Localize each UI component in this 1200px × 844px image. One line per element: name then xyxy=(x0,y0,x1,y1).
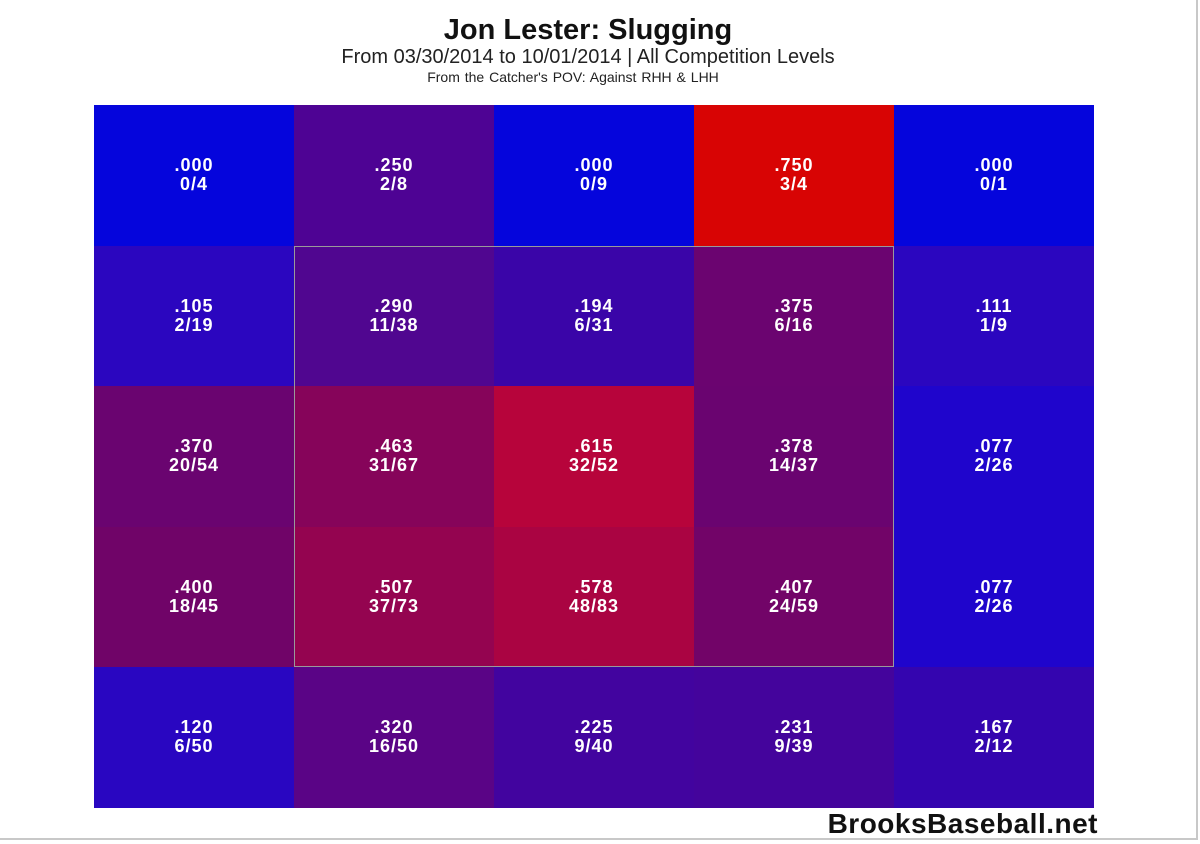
at-bat-count: 6/16 xyxy=(774,314,814,335)
zone-cell-r2-c2: .290 11/38 xyxy=(294,245,494,387)
zone-heatmap: .000 0/4.250 2/8.000 0/9.750 3/4.000 0/1.105 2… xyxy=(94,105,1094,809)
slugging-value: .105 xyxy=(174,295,214,316)
at-bat-count: 1/9 xyxy=(979,314,1009,335)
zone-cell-r1-c2: .250 2/8 xyxy=(294,105,494,246)
zone-cell-r4-c5: .077 2/26 xyxy=(894,526,1094,668)
slugging-value: .375 xyxy=(774,295,814,316)
zone-cell-r5-c1: .120 6/50 xyxy=(94,667,294,809)
slugging-value: .000 xyxy=(174,155,214,175)
at-bat-count: 16/50 xyxy=(368,736,420,757)
at-bat-count: 24/59 xyxy=(768,595,820,616)
zone-cell-r3-c4: .378 14/37 xyxy=(694,386,894,528)
at-bat-count: 0/4 xyxy=(179,174,209,194)
slugging-value: .615 xyxy=(574,436,614,457)
slugging-value: .578 xyxy=(574,576,614,597)
at-bat-count: 18/45 xyxy=(168,595,220,616)
at-bat-count: 3/4 xyxy=(779,174,809,194)
zone-cell-r5-c5: .167 2/12 xyxy=(894,667,1094,809)
zone-cell-r1-c4: .750 3/4 xyxy=(694,105,894,246)
zone-cell-r3-c2: .463 31/67 xyxy=(294,386,494,528)
at-bat-count: 11/38 xyxy=(369,314,419,335)
slugging-value: .231 xyxy=(774,717,814,738)
brand-watermark: BrooksBaseball.net xyxy=(827,808,1098,839)
zone-cell-r4-c1: .400 18/45 xyxy=(94,526,294,668)
at-bat-count: 6/31 xyxy=(574,314,614,335)
at-bat-count: 2/26 xyxy=(974,455,1014,476)
chart-perspective-note: From the Catcher's POV: Against RHH & LH… xyxy=(427,69,719,85)
slugging-value: .077 xyxy=(974,576,1014,597)
chart-subtitle: From 03/30/2014 to 10/01/2014 | All Comp… xyxy=(341,46,835,68)
slugging-value: .111 xyxy=(975,295,1013,316)
at-bat-count: 32/52 xyxy=(568,455,620,476)
at-bat-count: 0/9 xyxy=(579,174,609,194)
at-bat-count: 9/40 xyxy=(574,736,614,757)
zone-cell-r5-c3: .225 9/40 xyxy=(494,667,694,809)
slugging-value: .077 xyxy=(974,436,1014,457)
zone-cell-r5-c2: .320 16/50 xyxy=(294,667,494,809)
slugging-value: .463 xyxy=(374,436,414,457)
zone-cell-r1-c1: .000 0/4 xyxy=(94,105,294,246)
zone-cell-r1-c3: .000 0/9 xyxy=(494,105,694,246)
slugging-value: .000 xyxy=(974,155,1014,175)
at-bat-count: 2/12 xyxy=(974,736,1014,757)
at-bat-count: 31/67 xyxy=(368,455,420,476)
zone-cell-r2-c5: .111 1/9 xyxy=(894,245,1094,387)
slugging-value: .250 xyxy=(374,155,414,175)
zone-cell-r2-c1: .105 2/19 xyxy=(94,245,294,387)
at-bat-count: 2/26 xyxy=(974,595,1014,616)
zone-cell-r3-c1: .370 20/54 xyxy=(94,386,294,528)
slugging-value: .290 xyxy=(374,295,414,316)
at-bat-count: 0/1 xyxy=(979,174,1009,194)
zone-cell-r3-c3: .615 32/52 xyxy=(494,386,694,528)
slugging-value: .378 xyxy=(774,436,814,457)
slugging-value: .000 xyxy=(574,155,614,175)
at-bat-count: 2/19 xyxy=(174,314,214,335)
slugging-value: .120 xyxy=(174,717,214,738)
zone-cell-r4-c2: .507 37/73 xyxy=(294,526,494,668)
chart-title: Jon Lester: Slugging xyxy=(443,14,733,46)
at-bat-count: 2/8 xyxy=(379,174,409,194)
slugging-value: .750 xyxy=(774,155,814,175)
zone-cell-r2-c4: .375 6/16 xyxy=(694,245,894,387)
zone-cell-r5-c4: .231 9/39 xyxy=(694,667,894,809)
zone-cell-r3-c5: .077 2/26 xyxy=(894,386,1094,528)
at-bat-count: 48/83 xyxy=(568,595,620,616)
at-bat-count: 9/39 xyxy=(774,736,814,757)
at-bat-count: 37/73 xyxy=(368,595,420,616)
slugging-value: .407 xyxy=(774,576,814,597)
slugging-value: .507 xyxy=(374,576,414,597)
slugging-value: .320 xyxy=(374,717,414,738)
zone-cell-r4-c4: .407 24/59 xyxy=(694,526,894,668)
at-bat-count: 6/50 xyxy=(174,736,214,757)
zone-cell-r1-c5: .000 0/1 xyxy=(894,105,1094,246)
slugging-value: .167 xyxy=(974,717,1014,738)
zone-cell-r4-c3: .578 48/83 xyxy=(494,526,694,668)
zone-cell-r2-c3: .194 6/31 xyxy=(494,245,694,387)
slugging-value: .400 xyxy=(174,576,214,597)
slugging-value: .194 xyxy=(574,295,614,316)
at-bat-count: 14/37 xyxy=(768,455,820,476)
slugging-value: .370 xyxy=(174,436,214,457)
at-bat-count: 20/54 xyxy=(168,455,220,476)
slugging-value: .225 xyxy=(574,717,614,738)
